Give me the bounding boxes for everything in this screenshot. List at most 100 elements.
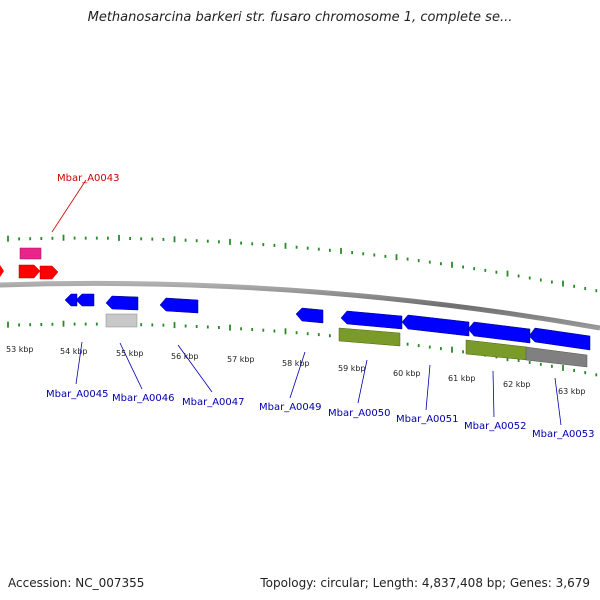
reverse-feature-block[interactable] — [105, 313, 138, 328]
reverse-cds-arrow[interactable] — [528, 327, 591, 351]
minor-tick — [517, 359, 520, 362]
major-tick — [562, 280, 564, 287]
reverse-feature-block[interactable] — [338, 327, 401, 347]
minor-tick — [262, 328, 265, 332]
major-tick — [506, 270, 509, 277]
major-tick — [284, 242, 287, 249]
minor-tick — [162, 237, 165, 241]
minor-tick — [206, 325, 209, 329]
reverse-cds-arrow[interactable] — [75, 293, 95, 307]
leader-line — [75, 341, 83, 385]
minor-tick — [406, 342, 409, 346]
reverse-cds-arrow[interactable] — [340, 310, 403, 330]
minor-tick — [184, 324, 187, 328]
minor-tick — [306, 246, 309, 250]
minor-tick — [40, 323, 43, 326]
reverse-feature-block[interactable] — [525, 346, 588, 368]
minor-tick — [218, 326, 220, 329]
minor-tick — [251, 242, 254, 246]
leader-line — [357, 359, 368, 404]
minor-tick — [195, 239, 198, 243]
topology-summary: Topology: circular; Length: 4,837,408 bp… — [260, 576, 590, 590]
minor-tick — [428, 345, 431, 349]
leader-line — [554, 377, 562, 426]
minor-tick — [595, 373, 598, 377]
gene-label-mbar-a0043[interactable]: Mbar_A0043 — [57, 173, 120, 184]
minor-tick — [29, 237, 32, 241]
gene-label-mbar-a0052[interactable]: Mbar_A0052 — [464, 421, 527, 432]
minor-tick — [417, 259, 420, 263]
minor-tick — [273, 243, 276, 247]
gene-label-mbar-a0046[interactable]: Mbar_A0046 — [112, 393, 175, 404]
minor-tick — [428, 260, 431, 264]
forward-cds-arrow[interactable] — [18, 264, 41, 279]
forward-cds-arrow[interactable] — [0, 265, 4, 277]
minor-tick — [440, 347, 442, 351]
minor-tick — [240, 241, 242, 245]
minor-tick — [406, 257, 409, 261]
minor-tick — [40, 237, 43, 240]
kbp-scale: 53 kbp 54 kbp 55 kbp 56 kbp 57 kbp 58 kb… — [6, 345, 586, 396]
kbp-label: 54 kbp — [60, 347, 88, 356]
minor-tick — [317, 247, 320, 251]
reverse-cds-arrow[interactable] — [295, 307, 324, 324]
kbp-label: 61 kbp — [448, 374, 476, 383]
reverse-cds-arrow[interactable] — [467, 321, 531, 344]
reverse-feature-block[interactable] — [465, 339, 528, 361]
minor-tick — [440, 262, 442, 266]
gene-label-leaders — [51, 179, 562, 426]
gene-label-mbar-a0051[interactable]: Mbar_A0051 — [396, 414, 459, 425]
major-tick — [284, 328, 287, 335]
kbp-label: 60 kbp — [393, 369, 421, 378]
major-tick — [118, 234, 120, 241]
reverse-cds-arrow[interactable] — [105, 295, 139, 311]
gene-label-mbar-a0049[interactable]: Mbar_A0049 — [259, 402, 322, 413]
gene-label-mbar-a0050[interactable]: Mbar_A0050 — [328, 408, 391, 419]
minor-tick — [95, 236, 98, 240]
map-title: Methanosarcina barkeri str. fusaro chrom… — [87, 10, 513, 25]
kbp-label: 57 kbp — [227, 355, 255, 364]
minor-tick — [517, 274, 520, 278]
minor-tick — [495, 270, 498, 274]
reverse-cds-arrow[interactable] — [401, 314, 470, 337]
minor-tick — [18, 237, 20, 241]
major-tick — [7, 321, 9, 328]
major-tick — [451, 346, 453, 353]
minor-tick — [240, 327, 242, 331]
gene-labels: Mbar_A0043 Mbar_A0045 Mbar_A0046 Mbar_A0… — [46, 173, 595, 440]
major-tick — [173, 236, 176, 243]
gene-label-mbar-a0047[interactable]: Mbar_A0047 — [182, 397, 245, 408]
minor-tick — [573, 369, 575, 372]
gene-label-mbar-a0053[interactable]: Mbar_A0053 — [532, 429, 595, 440]
minor-tick — [184, 238, 187, 242]
forward-feature-block[interactable] — [19, 247, 42, 260]
reverse-cds-arrow[interactable] — [159, 297, 199, 314]
minor-tick — [539, 278, 542, 282]
minor-tick — [351, 251, 353, 255]
major-tick — [173, 322, 176, 329]
minor-tick — [528, 276, 531, 280]
major-tick — [451, 261, 453, 268]
minor-tick — [584, 287, 587, 290]
minor-tick — [329, 334, 331, 338]
minor-tick — [206, 239, 209, 243]
minor-tick — [462, 265, 464, 269]
minor-tick — [107, 236, 109, 240]
leader-line — [119, 342, 143, 390]
minor-tick — [51, 322, 54, 326]
minor-tick — [295, 245, 298, 249]
reverse-cds-arrow[interactable] — [64, 293, 78, 307]
minor-tick — [329, 248, 331, 252]
minor-tick — [295, 331, 298, 335]
major-tick — [62, 234, 65, 241]
forward-feature-track — [0, 247, 59, 280]
forward-cds-arrow[interactable] — [39, 265, 59, 280]
gene-label-mbar-a0045[interactable]: Mbar_A0045 — [46, 389, 109, 400]
minor-tick — [73, 236, 76, 240]
minor-tick — [551, 364, 553, 368]
forward-tick-track — [7, 234, 598, 293]
kbp-label: 55 kbp — [116, 349, 144, 358]
minor-tick — [218, 240, 220, 244]
minor-tick — [51, 236, 54, 240]
